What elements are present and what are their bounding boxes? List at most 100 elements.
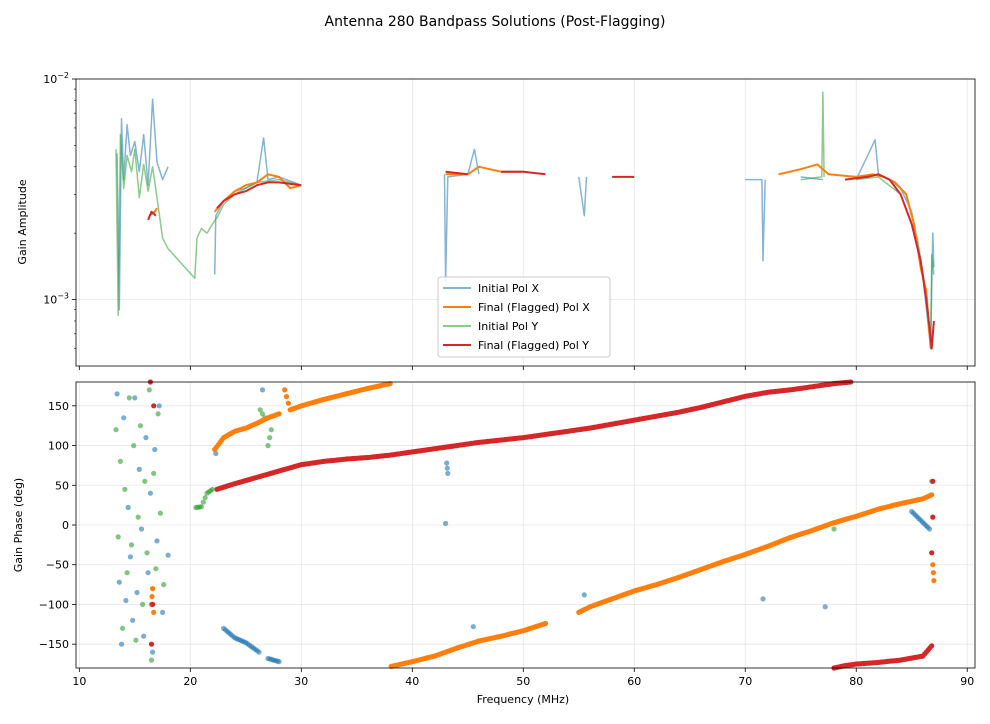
phase-point-initial-pol-y bbox=[257, 407, 263, 413]
legend-label: Final (Flagged) Pol X bbox=[478, 301, 590, 314]
phase-point-final-flagged-pol-x bbox=[150, 586, 156, 592]
phase-point-initial-pol-y bbox=[265, 443, 271, 449]
phase-point-initial-pol-y bbox=[259, 411, 266, 417]
x-tick-label: 70 bbox=[738, 675, 752, 688]
phase-point-initial-pol-x bbox=[444, 460, 450, 466]
phase-y-tick-label: 150 bbox=[48, 400, 69, 413]
phase-point-initial-pol-x bbox=[125, 504, 131, 511]
phase-point-initial-pol-y bbox=[202, 495, 208, 501]
phase-point-initial-pol-y bbox=[161, 582, 167, 588]
phase-point-initial-pol-y bbox=[126, 395, 132, 401]
amplitude-line-initial-pol-y bbox=[800, 91, 825, 181]
phase-point-final-flagged-pol-x bbox=[282, 387, 288, 393]
phase-point-initial-pol-x bbox=[136, 466, 142, 472]
phase-point-final-flagged-pol-x bbox=[930, 562, 936, 568]
phase-point-initial-pol-x bbox=[138, 526, 145, 532]
phase-point-initial-pol-y bbox=[268, 427, 274, 433]
amplitude-line-initial-pol-x bbox=[443, 148, 480, 283]
phase-point-initial-pol-x bbox=[445, 470, 451, 476]
phase-x-ticks: 10 20 30 40 50 60 70 80 90 bbox=[72, 668, 974, 688]
phase-point-initial-pol-x bbox=[123, 597, 129, 604]
phase-point-initial-pol-x bbox=[213, 450, 219, 457]
phase-point-initial-pol-y bbox=[267, 435, 273, 441]
amplitude-line-final-flagged-pol-y bbox=[844, 173, 935, 350]
amplitude-series-layer bbox=[115, 91, 935, 350]
phase-point-initial-pol-y bbox=[209, 486, 216, 492]
phase-point-initial-pol-y bbox=[140, 601, 146, 608]
phase-point-initial-pol-x bbox=[132, 395, 138, 401]
phase-point-initial-pol-x bbox=[926, 526, 933, 532]
phase-point-initial-pol-x bbox=[121, 415, 127, 421]
phase-point-initial-pol-x bbox=[143, 435, 149, 441]
phase-point-initial-pol-x bbox=[150, 649, 156, 655]
phase-point-final-flagged-pol-x bbox=[151, 609, 157, 616]
phase-point-initial-pol-x bbox=[147, 490, 153, 496]
phase-point-initial-pol-x bbox=[443, 520, 449, 527]
phase-point-initial-pol-x bbox=[116, 579, 122, 585]
amplitude-line-initial-pol-x bbox=[578, 176, 588, 217]
phase-point-final-flagged-pol-x bbox=[930, 570, 937, 576]
phase-point-initial-pol-x bbox=[760, 596, 766, 602]
amplitude-line-initial-pol-x bbox=[745, 178, 766, 262]
legend-label: Final (Flagged) Pol Y bbox=[478, 339, 589, 352]
phase-point-final-flagged-pol-x bbox=[929, 492, 935, 498]
phase-point-initial-pol-y bbox=[128, 542, 135, 548]
phase-point-initial-pol-y bbox=[137, 423, 143, 429]
phase-point-initial-pol-y bbox=[122, 486, 128, 492]
phase-point-initial-pol-y bbox=[200, 499, 206, 505]
legend-box bbox=[437, 276, 611, 358]
phase-point-initial-pol-y bbox=[155, 411, 161, 417]
phase-y-tick-label: −100 bbox=[39, 598, 69, 611]
phase-point-initial-pol-x bbox=[114, 391, 120, 397]
phase-point-final-flagged-pol-y bbox=[930, 514, 936, 520]
phase-point-initial-pol-x bbox=[822, 604, 828, 610]
phase-point-initial-pol-y bbox=[120, 625, 126, 631]
phase-y-tick-label: 100 bbox=[48, 440, 69, 453]
phase-point-initial-pol-y bbox=[117, 458, 123, 464]
phase-point-initial-pol-y bbox=[831, 526, 837, 532]
phase-point-initial-pol-x bbox=[134, 589, 140, 596]
phase-point-initial-pol-y bbox=[146, 387, 152, 393]
phase-y-tick-label: 0 bbox=[62, 519, 69, 532]
phase-point-initial-pol-x bbox=[145, 570, 151, 576]
phase-point-initial-pol-x bbox=[156, 403, 162, 409]
phase-point-initial-pol-y bbox=[115, 534, 121, 540]
phase-point-final-flagged-pol-x bbox=[149, 593, 155, 600]
phase-point-initial-pol-x bbox=[154, 538, 160, 544]
phase-point-initial-pol-y bbox=[131, 443, 137, 449]
phase-point-initial-pol-y bbox=[148, 657, 155, 663]
phase-point-initial-pol-x bbox=[130, 617, 136, 623]
phase-point-final-flagged-pol-x bbox=[276, 411, 282, 417]
phase-point-initial-pol-x bbox=[165, 552, 171, 558]
x-tick-label: 60 bbox=[627, 675, 641, 688]
x-tick-label: 20 bbox=[183, 675, 197, 688]
phase-point-final-flagged-pol-y bbox=[148, 641, 155, 647]
phase-point-initial-pol-x bbox=[581, 592, 587, 598]
amplitude-y-tick-label: 10−3 bbox=[43, 292, 69, 307]
phase-point-initial-pol-y bbox=[151, 470, 157, 476]
phase-point-initial-pol-x bbox=[470, 624, 476, 630]
amplitude-y-axis-label: Gain Amplitude bbox=[16, 179, 29, 264]
phase-point-initial-pol-y bbox=[142, 478, 148, 484]
amplitude-y-tick-label: 10−2 bbox=[43, 71, 69, 86]
phase-point-final-flagged-pol-x bbox=[931, 578, 937, 584]
phase-point-final-flagged-pol-y bbox=[929, 550, 935, 556]
phase-y-ticks: −150 −100 −50 0 50 100 150 bbox=[39, 400, 76, 651]
phase-y-tick-label: −150 bbox=[39, 638, 69, 651]
x-tick-label: 50 bbox=[516, 675, 530, 688]
phase-point-initial-pol-y bbox=[135, 514, 141, 520]
legend-entries: Initial Pol X Final (Flagged) Pol X Initia… bbox=[443, 282, 590, 352]
phase-point-initial-pol-y bbox=[133, 637, 139, 643]
phase-point-final-flagged-pol-x bbox=[285, 400, 291, 406]
phase-point-initial-pol-x bbox=[256, 649, 262, 655]
phase-y-tick-label: −50 bbox=[46, 559, 69, 572]
phase-point-initial-pol-y bbox=[198, 504, 204, 510]
x-axis-label: Frequency (MHz) bbox=[477, 693, 569, 706]
x-tick-label: 30 bbox=[294, 675, 308, 688]
amplitude-line-final-flagged-pol-y bbox=[445, 170, 468, 176]
phase-point-initial-pol-y bbox=[157, 510, 163, 516]
phase-point-initial-pol-x bbox=[118, 641, 125, 647]
amplitude-line-final-flagged-pol-y bbox=[216, 181, 302, 209]
phase-point-initial-pol-x bbox=[152, 446, 158, 453]
